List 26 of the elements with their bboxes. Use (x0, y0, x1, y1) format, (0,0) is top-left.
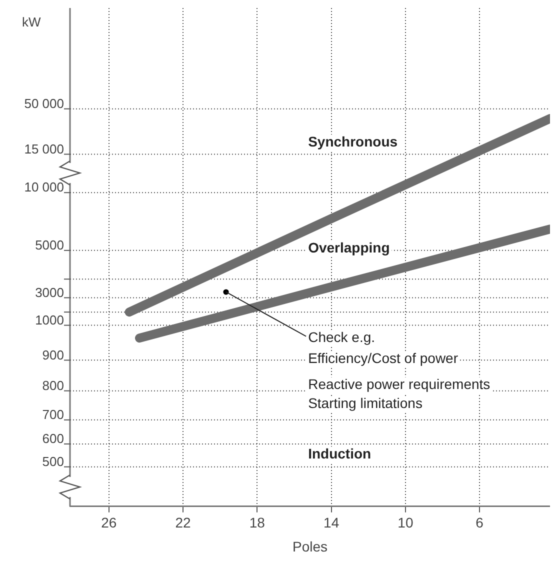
text: 10 000 (24, 180, 64, 195)
text: 900 (42, 347, 64, 362)
annotation: Starting limitations (308, 395, 422, 412)
annotation: Efficiency/Cost of power (308, 350, 458, 366)
annotation: Synchronous (308, 133, 398, 150)
text: 600 (42, 431, 64, 446)
text: kW (22, 14, 42, 30)
text: 50 000 (24, 96, 64, 111)
annotation: Induction (308, 445, 372, 462)
x-tick-label: 18 (249, 514, 266, 531)
x-tick-label: 14 (324, 514, 340, 531)
text: 500 (42, 454, 64, 469)
text: 700 (42, 406, 64, 422)
x-axis-title: Poles (292, 538, 328, 554)
annotation: Check e.g. (308, 328, 376, 345)
text: 5000 (35, 237, 64, 252)
x-tick-label: 26 (101, 514, 117, 531)
text: 3000 (35, 284, 64, 300)
x-tick-label: 10 (398, 514, 414, 531)
annotation: Overlapping (308, 240, 390, 256)
x-tick-label: 6 (476, 514, 484, 531)
text: 800 (42, 378, 64, 393)
text: 1000 (35, 312, 64, 328)
text: 15 000 (24, 141, 64, 156)
x-tick-label: 22 (175, 514, 192, 531)
annotation: Reactive power requirements (308, 376, 490, 392)
